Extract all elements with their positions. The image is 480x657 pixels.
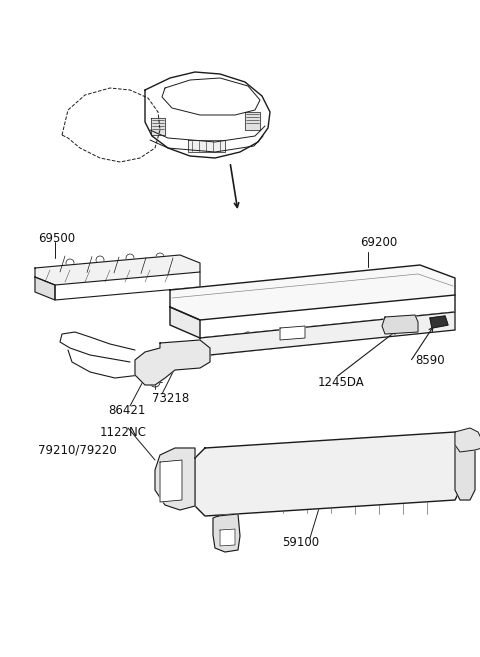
Polygon shape [170,307,200,338]
Text: 1245DA: 1245DA [318,376,365,388]
Polygon shape [170,265,455,320]
Polygon shape [213,514,240,552]
Polygon shape [155,448,195,510]
Polygon shape [35,277,55,300]
Polygon shape [151,118,165,135]
Text: 69500: 69500 [38,231,75,244]
Text: 8590: 8590 [415,353,444,367]
Text: 79210/79220: 79210/79220 [38,443,117,457]
Text: 69200: 69200 [360,235,397,248]
Polygon shape [280,326,305,340]
Polygon shape [455,432,475,500]
Polygon shape [195,432,460,516]
Text: 1122NC: 1122NC [100,426,147,438]
Polygon shape [35,255,200,285]
Polygon shape [220,529,235,546]
Polygon shape [382,315,418,334]
Polygon shape [430,316,448,328]
Polygon shape [160,460,182,502]
Text: 73218: 73218 [152,392,189,405]
Text: 59100: 59100 [282,535,319,549]
Polygon shape [188,140,225,152]
Polygon shape [135,340,210,385]
Polygon shape [200,312,455,356]
Polygon shape [455,428,480,452]
Polygon shape [245,112,260,130]
Text: 86421: 86421 [108,403,145,417]
